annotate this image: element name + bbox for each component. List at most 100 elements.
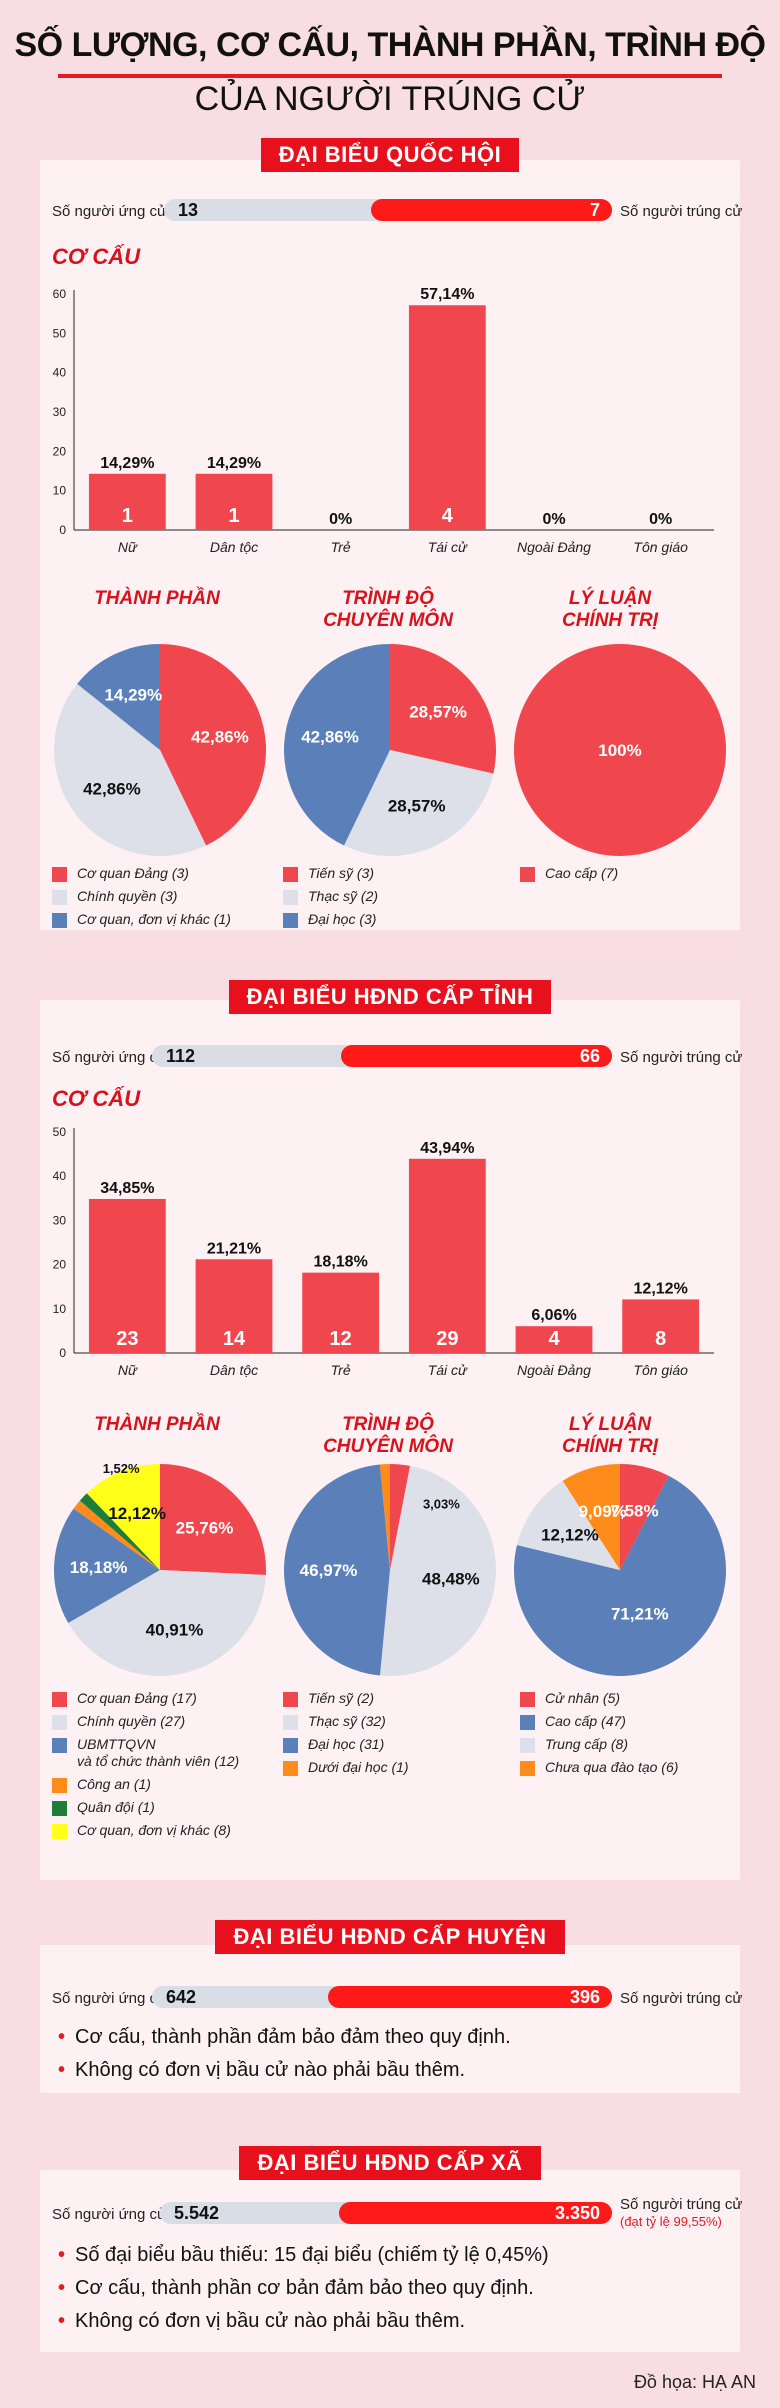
legend-item: Tiến sỹ (3) [283, 865, 483, 882]
tinh-composition-pie: 25,76%40,91%18,18%1,52%1,52%12,12% [53, 1461, 266, 1676]
x-tick-label: Tôn giáo [633, 539, 688, 555]
legend-swatch [52, 1738, 67, 1753]
qh-composition-pie: 42,86% 42,86% 14,29% [54, 644, 266, 856]
legend-label: Tiến sỹ (2) [308, 1690, 375, 1706]
legend-item: Cơ quan Đảng (3) [52, 865, 272, 882]
legend-label: và tổ chức thành viên (12) [77, 1753, 240, 1769]
bar [195, 473, 273, 530]
pie-slice [390, 1464, 411, 1570]
legend-label: Chưa qua đào tạo (6) [545, 1759, 679, 1775]
legend-label: UBMTTQVN [77, 1736, 156, 1752]
legend-swatch [52, 1715, 67, 1730]
bar-value-label: 18,18% [314, 1254, 368, 1271]
candidates-label: Số người ứng cử [52, 203, 168, 220]
bar-value-label: 14,29% [207, 455, 261, 472]
y-tick-label: 0 [59, 523, 66, 537]
bar-count-label: 14 [223, 1328, 246, 1350]
pie-slice [390, 644, 496, 774]
legend-item: UBMTTQVN [52, 1736, 282, 1753]
bar-count-label: 29 [436, 1328, 458, 1350]
legend-swatch [52, 1778, 67, 1793]
bar [408, 305, 486, 530]
legend-swatch [283, 913, 298, 928]
expertise-title: TRÌNH ĐỘ CHUYÊN MÔN [283, 588, 493, 632]
pie-value-label: 7,58% [610, 1501, 658, 1520]
pie-slice [79, 1493, 160, 1570]
legend-label: Cơ quan, đơn vị khác (1) [77, 911, 231, 927]
pie-value-label: 40,91% [146, 1621, 204, 1640]
x-tick-label: Tái cử [428, 539, 468, 555]
candidates-value: 13 [178, 200, 199, 220]
legend-label: Cơ quan Đảng (3) [77, 865, 189, 881]
legend-label: Quân đội (1) [77, 1799, 155, 1815]
bar-value-label: 14,29% [100, 455, 154, 472]
x-tick-label: Tôn giáo [633, 1362, 688, 1378]
legend-swatch [520, 1692, 535, 1707]
pie-slice [68, 1570, 266, 1676]
candidates-bar: 13 7 [164, 199, 612, 221]
y-tick-label: 20 [53, 444, 67, 458]
section-title: ĐẠI BIỂU HĐND CẤP XÃ [239, 2146, 541, 2180]
x-tick-label: Nữ [118, 539, 138, 555]
legend-item: Chính quyền (3) [52, 888, 272, 905]
legend-item: Cao cấp (47) [520, 1713, 730, 1730]
politics-title-line2: CHÍNH TRỊ [561, 1436, 659, 1457]
bullet-item: Số đại biểu bầu thiếu: 15 đại biểu (chiế… [58, 2244, 728, 2267]
elected-fill [341, 1045, 612, 1067]
legend-swatch [520, 1738, 535, 1753]
huyen-bullets: Cơ cấu, thành phần đảm bảo đảm theo quy … [58, 2026, 718, 2092]
legend-item: Dưới đại học (1) [283, 1759, 483, 1776]
pie-value-label: 12,12% [108, 1504, 166, 1523]
elected-label: Số người trúng cử [620, 2196, 743, 2213]
legend-swatch [283, 1761, 298, 1776]
y-tick-label: 0 [59, 1346, 66, 1360]
legend-label: Cao cấp (7) [545, 865, 619, 881]
legend-label: Cử nhân (5) [545, 1690, 621, 1706]
x-tick-label: Dân tộc [210, 1362, 258, 1378]
x-tick-label: Dân tộc [210, 539, 258, 555]
legend-label: Thạc sỹ (2) [308, 888, 379, 904]
legend-swatch [52, 1692, 67, 1707]
bar-count-label: 12 [330, 1328, 352, 1350]
x-tick-label: Ngoài Đảng [517, 1362, 591, 1378]
pie-slice [514, 644, 726, 856]
legend-item: Tiến sỹ (2) [283, 1690, 483, 1707]
legend-item: và tổ chức thành viên (12) [52, 1753, 282, 1770]
legend-item: Cao cấp (7) [520, 865, 720, 882]
legend-label: Công an (1) [77, 1776, 151, 1792]
y-tick-label: 40 [53, 1169, 67, 1183]
y-tick-label: 20 [53, 1258, 67, 1272]
legend-item: Cơ quan, đơn vị khác (1) [52, 911, 272, 928]
x-tick-label: Trẻ [331, 539, 351, 555]
legend-item: Đại học (3) [283, 911, 483, 928]
pie-value-label: 28,57% [388, 796, 446, 815]
pie-value-label: 42,86% [191, 727, 249, 746]
bullet-item: Cơ cấu, thành phần cơ bản đảm bảo theo q… [58, 2277, 728, 2300]
legend-swatch [283, 867, 298, 882]
y-tick-label: 30 [53, 1213, 67, 1227]
elected-value: 3.350 [554, 2203, 600, 2223]
main-title-line1: SỐ LƯỢNG, CƠ CẤU, THÀNH PHẦN, TRÌNH ĐỘ [14, 26, 766, 64]
pie-slice [379, 1465, 497, 1676]
legend-label: Đại học (31) [308, 1736, 385, 1752]
legend-swatch [520, 1761, 535, 1776]
legend-swatch [52, 1824, 67, 1839]
panel-tinh [40, 1000, 740, 1880]
legend-item: Trung cấp (8) [520, 1736, 730, 1753]
elected-fill [328, 1986, 612, 2008]
y-tick-label: 10 [53, 484, 67, 498]
pie-value-label: 14,29% [104, 686, 162, 705]
expertise-title-line1: TRÌNH ĐỘ [342, 1414, 434, 1435]
bullet-item: Không có đơn vị bầu cử nào phải bầu thêm… [58, 2310, 728, 2333]
bar-value-label: 12,12% [634, 1280, 688, 1297]
bar [88, 473, 166, 530]
legend-swatch [283, 890, 298, 905]
pie-value-label: 18,18% [70, 1558, 128, 1577]
legend-swatch [520, 867, 535, 882]
pie-value-label: 3,03% [423, 1497, 460, 1512]
tinh-structure-chart: 0 10 20 30 40 50 34,85% 23 Nữ 21,21% 14 Dân tộc 18,1… [53, 1125, 714, 1378]
tinh-politics-legend: Cử nhân (5) Cao cấp (47) Trung cấp (8) Chưa… [520, 1690, 730, 1782]
pie-slice [284, 644, 390, 846]
section-title: ĐẠI BIỂU HĐND CẤP HUYỆN [215, 1920, 565, 1954]
legend-item: Quân đội (1) [52, 1799, 282, 1816]
